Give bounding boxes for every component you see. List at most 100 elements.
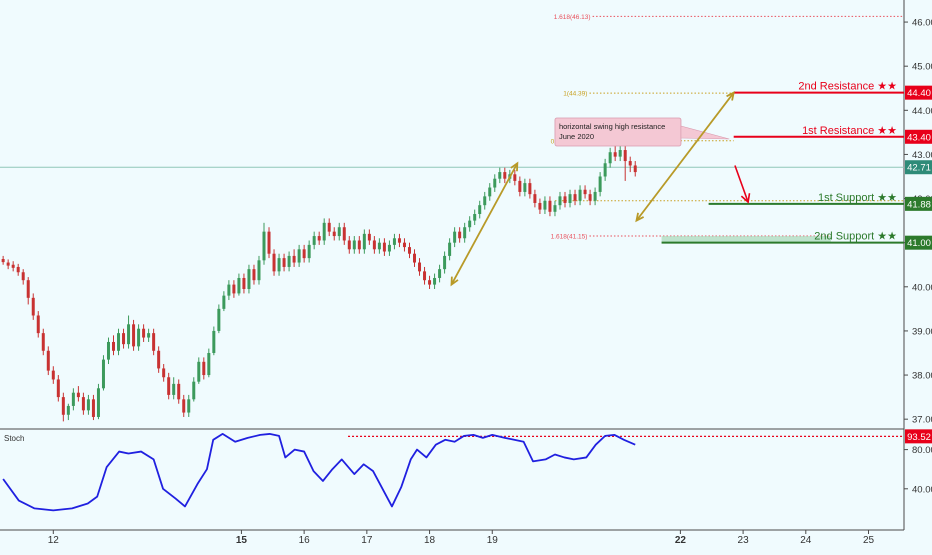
oscillator-title: Stoch (4, 434, 24, 443)
candle-body (167, 377, 171, 395)
stoch-line (2, 433, 636, 512)
candle-body (76, 392, 80, 398)
candle-body (493, 178, 497, 188)
candle-body (197, 361, 201, 382)
candle-body (428, 280, 432, 285)
candle-body (503, 172, 507, 179)
candle-body (96, 388, 100, 417)
candle-body (247, 269, 251, 290)
candle-body (362, 233, 366, 250)
candle-body (528, 183, 532, 195)
candle-body (101, 359, 105, 389)
projection-arrow-1 (450, 162, 519, 286)
y-tick-label: 39.00 (912, 326, 932, 337)
candle-body (423, 271, 427, 281)
candle-body (51, 370, 55, 380)
candle-body (573, 194, 577, 201)
candle-body (187, 399, 191, 413)
x-tick-label: 23 (738, 535, 750, 546)
candle-body (443, 255, 447, 270)
candle-body (267, 231, 271, 254)
candle-body (543, 200, 547, 210)
candle-body (367, 233, 371, 241)
candle-body (418, 262, 422, 272)
level-price-label: 43.40 (907, 132, 931, 143)
candle-body (413, 253, 417, 263)
candle-body (402, 242, 406, 248)
candle-body (31, 297, 35, 316)
candle-body (593, 191, 597, 201)
candle-body (177, 383, 181, 400)
candle-body (468, 220, 472, 228)
level-price-tag (905, 85, 932, 100)
annotation-pointer (680, 125, 730, 140)
candle-body (56, 379, 60, 398)
candle-body (207, 352, 211, 376)
candle-body (613, 152, 617, 157)
forecast-arrow (734, 165, 749, 203)
candle-body (287, 255, 291, 267)
candle-body (533, 194, 537, 203)
osc-tick-label: 40.00 (912, 484, 932, 495)
y-tick-label: 37.00 (912, 415, 932, 426)
annotation-text: horizontal swing high resistance (559, 122, 665, 131)
fib-level-label: 1.618(46.13) (554, 14, 591, 21)
candle-body (212, 330, 216, 353)
candle-body (192, 381, 196, 400)
projection-arrow-1-head (510, 161, 519, 172)
candle-body (603, 163, 607, 177)
candle-body (16, 266, 20, 273)
candle-body (222, 295, 226, 309)
candle-body (513, 174, 517, 181)
candle-body (553, 205, 557, 212)
candle-body (217, 308, 221, 331)
candle-body (1, 259, 5, 263)
candle-body (623, 150, 627, 162)
candle-body (458, 231, 462, 239)
candle-body (257, 260, 261, 281)
x-tick-label: 15 (236, 535, 248, 546)
candle-body (297, 249, 301, 263)
level-price-tag (905, 129, 932, 144)
level-price-tag (905, 235, 932, 250)
candle-body (86, 399, 90, 411)
candle-body (588, 194, 592, 201)
level-name: 1st Support ★★ (818, 192, 897, 204)
candle-body (327, 222, 331, 232)
candle-body (463, 227, 467, 239)
candle-body (202, 361, 206, 376)
candle-body (26, 280, 30, 298)
candle-body (317, 236, 321, 241)
projection-arrow-2-head (635, 212, 645, 223)
forecast-arrow-head (740, 193, 751, 204)
candle-body (498, 172, 502, 179)
candle-body (237, 277, 241, 294)
candle-body (302, 249, 306, 259)
x-tick-label: 17 (361, 535, 373, 546)
candle-body (36, 315, 40, 334)
current-price-tag (905, 160, 932, 175)
level-price-label: 41.88 (907, 199, 931, 210)
candle-body (282, 258, 286, 267)
candle-body (46, 350, 50, 371)
candle-body (618, 150, 622, 157)
candle-body (337, 227, 341, 237)
candle-body (518, 180, 522, 192)
candle-body (578, 189, 582, 201)
candle-body (106, 341, 110, 360)
candle-body (262, 231, 266, 261)
candle-body (387, 244, 391, 252)
candle-body (91, 399, 95, 417)
candle-body (352, 240, 356, 250)
candle-body (66, 405, 70, 415)
candle-body (147, 333, 151, 338)
candle-body (332, 231, 336, 237)
candle-body (608, 152, 612, 164)
current-price-label: 42.71 (907, 163, 931, 174)
x-tick-label: 19 (487, 535, 499, 546)
candle-body (563, 196, 567, 203)
annotation-text: June 2020 (559, 132, 594, 141)
